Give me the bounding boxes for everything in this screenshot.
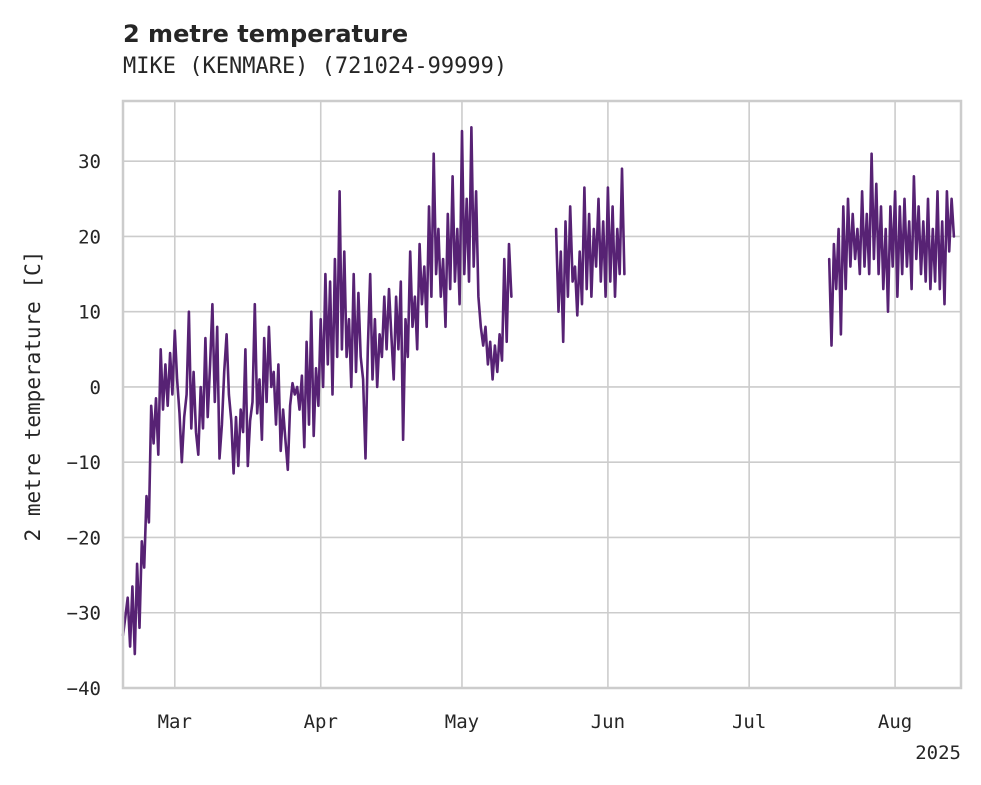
y-tick-label: −20 <box>67 527 101 549</box>
temperature-series-segment <box>121 126 513 656</box>
y-axis-label: 2 metre temperature [C] <box>21 251 45 542</box>
temperature-series-segment <box>554 167 626 344</box>
x-tick-label: Jul <box>732 711 766 733</box>
y-axis-ticks: −40 −30 −20 −10 0 10 20 30 <box>67 151 101 700</box>
y-tick-label: −30 <box>67 603 101 625</box>
x-tick-label: Jun <box>591 711 625 733</box>
x-tick-label: Mar <box>158 711 192 733</box>
y-tick-label: −10 <box>67 452 101 474</box>
x-tick-label: Aug <box>878 711 912 733</box>
series-layer <box>121 126 956 656</box>
plot-frame <box>121 99 963 690</box>
x-axis-year-label: 2025 <box>915 742 961 764</box>
x-tick-label: May <box>445 711 479 733</box>
x-axis-ticks: Mar Apr May Jun Jul Aug <box>158 711 913 733</box>
y-tick-label: 30 <box>78 151 101 173</box>
y-tick-label: 0 <box>90 377 101 399</box>
gridlines <box>123 101 961 689</box>
temperature-series-segment <box>827 152 956 347</box>
y-tick-label: −40 <box>67 678 101 700</box>
chart-subtitle: MIKE (KENMARE) (721024-99999) <box>123 54 507 79</box>
y-tick-label: 10 <box>78 302 101 324</box>
chart-title: 2 metre temperature <box>123 20 408 48</box>
x-tick-label: Apr <box>304 711 338 733</box>
y-tick-label: 20 <box>78 226 101 248</box>
